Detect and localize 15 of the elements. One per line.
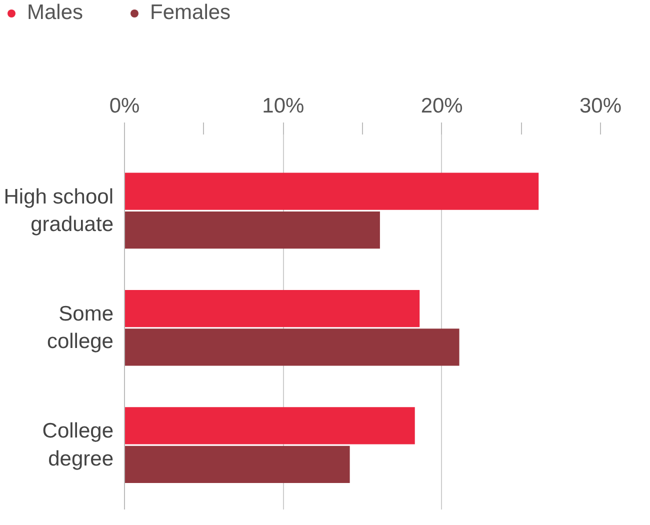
legend-label: Males	[27, 1, 84, 25]
x-tick-label: 30%	[579, 94, 622, 118]
bar	[124, 446, 350, 483]
x-tick-label: 10%	[262, 94, 304, 118]
bar	[124, 328, 460, 366]
bar	[124, 172, 539, 210]
legend-label: Females	[150, 1, 231, 25]
bar	[124, 290, 420, 328]
bar	[124, 407, 415, 444]
y-tick-label: High school graduate	[4, 185, 114, 236]
bar	[124, 211, 380, 249]
x-tick-label: 20%	[420, 94, 463, 118]
x-tick-label: 0%	[109, 94, 140, 118]
y-tick-label: Some college	[46, 302, 114, 354]
y-tick-label: College degree	[42, 420, 114, 470]
